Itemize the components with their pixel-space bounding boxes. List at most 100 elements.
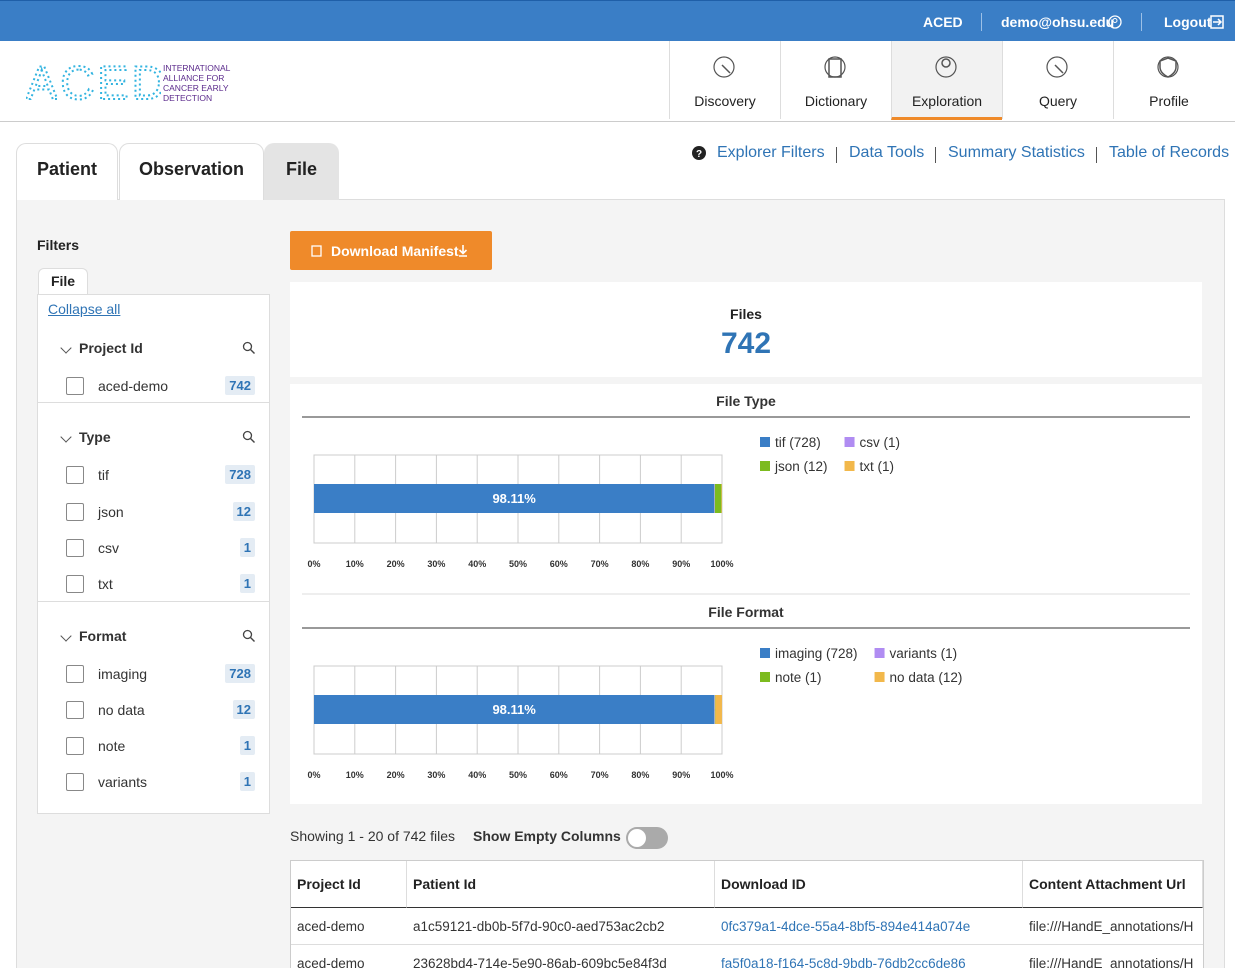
- legend-label: tif (728): [775, 435, 821, 450]
- checkbox[interactable]: [66, 737, 84, 755]
- nav-link[interactable]: Data Tools: [849, 144, 924, 162]
- divider: [981, 13, 982, 31]
- filter-count: 1: [240, 772, 255, 791]
- checkbox[interactable]: [66, 466, 84, 484]
- checkbox[interactable]: [66, 377, 84, 395]
- user-link[interactable]: demo@ohsu.edu: [1001, 14, 1114, 30]
- doc-icon: [311, 245, 322, 257]
- nav-item[interactable]: Profile: [1113, 41, 1224, 119]
- legend-swatch: [845, 437, 855, 447]
- legend-swatch: [845, 461, 855, 471]
- x-tick-label: 20%: [387, 770, 405, 780]
- section-title: Type: [79, 429, 111, 445]
- column-header[interactable]: Content Attachment Url: [1023, 861, 1203, 908]
- brand-link[interactable]: ACED: [923, 14, 963, 30]
- legend-label: json (12): [774, 459, 828, 474]
- checkbox[interactable]: [66, 773, 84, 791]
- nav-label: Query: [1003, 93, 1113, 109]
- nav-link[interactable]: Explorer Filters: [717, 144, 825, 162]
- logout-icon: [1210, 15, 1225, 29]
- column-header[interactable]: Download ID: [715, 861, 1023, 908]
- x-tick-label: 80%: [631, 559, 649, 569]
- magnifier: [242, 341, 256, 355]
- filters-title: Filters: [37, 237, 79, 253]
- section-title: Project Id: [79, 340, 143, 356]
- table-status: Showing 1 - 20 of 742 files: [290, 828, 455, 844]
- x-tick-label: 50%: [509, 559, 527, 569]
- x-tick-label: 50%: [509, 770, 527, 780]
- nav-item[interactable]: Dictionary: [780, 41, 891, 119]
- table-cell: a1c59121-db0b-5f7d-90c0-aed753ac2cb2: [407, 909, 715, 945]
- link-separator: [1096, 147, 1097, 163]
- tab[interactable]: File: [264, 143, 339, 200]
- checkbox[interactable]: [66, 665, 84, 683]
- checkbox[interactable]: [66, 539, 84, 557]
- filter-option: aced-demo: [98, 378, 168, 394]
- filter-count: 728: [225, 664, 255, 683]
- checkbox[interactable]: [66, 503, 84, 521]
- download-button[interactable]: Download Manifest: [290, 231, 492, 270]
- toggle[interactable]: [626, 827, 668, 849]
- legend-label: note (1): [775, 670, 822, 685]
- filter-tab[interactable]: File: [38, 268, 88, 295]
- toggle-knob: [628, 829, 646, 847]
- filter-option: txt: [98, 576, 113, 592]
- bar-segment: [715, 695, 716, 724]
- x-tick-label: 70%: [591, 770, 609, 780]
- value-label: 98.11%: [492, 702, 536, 717]
- search-icon[interactable]: [242, 341, 256, 355]
- chart-title: File Format: [708, 604, 784, 620]
- column-header[interactable]: Project Id: [291, 861, 407, 908]
- table-cell[interactable]: fa5f0a18-f164-5c8d-9bdb-76db2cc6de86: [715, 946, 1023, 968]
- x-tick-label: 100%: [710, 559, 733, 569]
- download-icon: [458, 244, 468, 257]
- table-cell: aced-demo: [291, 909, 407, 945]
- column-header[interactable]: Patient Id: [407, 861, 715, 908]
- divider: [38, 601, 269, 602]
- logo[interactable]: ACED: [26, 57, 161, 105]
- search-icon[interactable]: [242, 629, 256, 643]
- filter-count: 1: [240, 736, 255, 755]
- nav-link[interactable]: Summary Statistics: [948, 144, 1085, 162]
- bar-segment: [721, 484, 722, 513]
- value-label: 98.11%: [492, 491, 536, 506]
- x-tick-label: 30%: [427, 770, 445, 780]
- legend-label: imaging (728): [775, 646, 858, 661]
- nav-link[interactable]: Table of Records: [1109, 144, 1229, 162]
- nav-icon: [823, 55, 849, 81]
- bar-segment: [714, 695, 715, 724]
- nav-item[interactable]: Exploration: [891, 41, 1002, 120]
- filter-count: 1: [240, 574, 255, 593]
- magnifier: [242, 430, 256, 444]
- x-tick-label: 90%: [672, 559, 690, 569]
- legend-label: txt (1): [860, 459, 895, 474]
- toggle-label: Show Empty Columns: [473, 828, 621, 844]
- search-icon[interactable]: [242, 430, 256, 444]
- checkbox[interactable]: [66, 701, 84, 719]
- help-icon: ?: [692, 146, 707, 161]
- logout-link[interactable]: Logout: [1164, 14, 1211, 30]
- filter-option: tif: [98, 467, 109, 483]
- legend-swatch: [760, 672, 770, 682]
- table-cell: file:///HandE_annotations/H: [1023, 946, 1203, 968]
- table-cell[interactable]: 0fc379a1-4dce-55a4-8bf5-894e414a074e: [715, 909, 1023, 945]
- bar-segment: [714, 484, 715, 513]
- chart-title: File Type: [716, 393, 776, 409]
- x-tick-label: 10%: [346, 559, 364, 569]
- collapse-all[interactable]: Collapse all: [48, 301, 120, 317]
- tab[interactable]: Observation: [119, 143, 264, 200]
- legend-label: no data (12): [890, 670, 963, 685]
- divider: [1141, 13, 1142, 31]
- nav-item[interactable]: Discovery: [669, 41, 780, 119]
- table-cell: aced-demo: [291, 946, 407, 968]
- tab[interactable]: Patient: [16, 143, 118, 200]
- table-cell: file:///HandE_annotations/H: [1023, 909, 1203, 945]
- checkbox[interactable]: [66, 575, 84, 593]
- x-tick-label: 0%: [307, 770, 320, 780]
- logo-subtitle: INTERNATIONAL ALLIANCE FOR CANCER EARLY …: [163, 63, 233, 103]
- legend-swatch: [760, 437, 770, 447]
- filter-option: imaging: [98, 666, 147, 682]
- divider: [38, 402, 269, 403]
- nav-item[interactable]: Query: [1002, 41, 1113, 119]
